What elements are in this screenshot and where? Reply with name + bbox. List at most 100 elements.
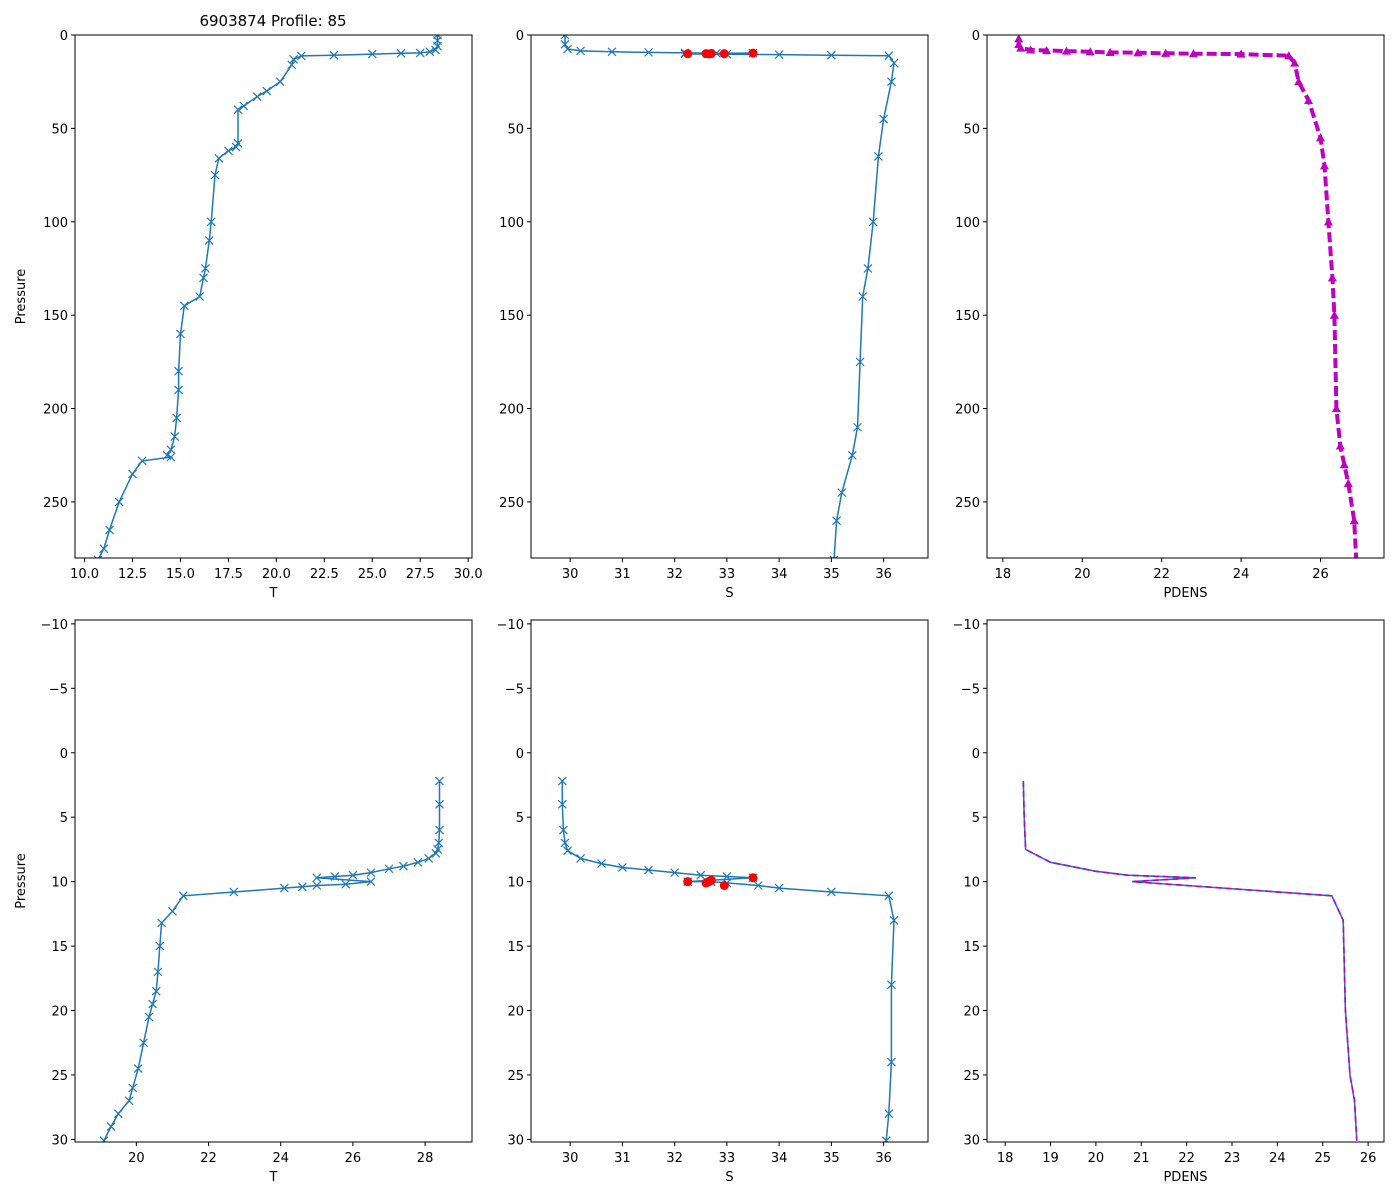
data-point-x-marker — [144, 1012, 154, 1022]
data-point-x-marker — [384, 864, 394, 874]
data-point-x-marker — [431, 848, 441, 858]
y-tick-label: −5 — [49, 682, 68, 697]
data-point-x-marker — [200, 264, 210, 273]
axes-frame — [74, 619, 473, 1143]
data-point-x-marker — [170, 432, 180, 442]
data-point-x-marker — [153, 967, 163, 977]
data-point-x-marker — [563, 846, 572, 856]
y-tick-label: 200 — [499, 403, 524, 418]
data-point-x-marker — [174, 366, 183, 376]
data-point-x-marker — [157, 918, 167, 928]
data-point-x-marker — [563, 44, 572, 54]
x-tick-label: 25.0 — [358, 567, 387, 582]
data-point-x-marker — [889, 58, 899, 68]
flagged-point — [706, 48, 716, 58]
data-point-x-marker — [424, 854, 434, 863]
data-point-x-marker — [576, 46, 586, 56]
y-tick-label: 50 — [507, 122, 524, 137]
data-point-x-marker — [231, 142, 241, 152]
x-tick-label: 18 — [997, 1151, 1014, 1166]
data-point-x-marker — [99, 1136, 109, 1142]
data-point-x-marker — [855, 357, 865, 367]
axes-frame — [986, 34, 1385, 559]
data-point-x-marker — [560, 39, 570, 49]
data-point-x-marker — [214, 153, 224, 163]
y-tick-label: 50 — [51, 122, 68, 137]
y-tick-label: 30 — [507, 1133, 524, 1148]
x-tick-label: 28 — [417, 1151, 434, 1166]
data-point-triangle-marker — [1294, 77, 1304, 86]
data-point-x-marker — [435, 776, 444, 786]
data-point-triangle-marker — [1290, 58, 1300, 67]
x-tick-label: 17.5 — [214, 567, 243, 582]
x-tick-label: 36 — [875, 1151, 892, 1166]
x-tick-label: 22 — [1153, 567, 1170, 582]
data-point-x-marker — [887, 1057, 896, 1067]
data-point-x-marker — [93, 555, 103, 558]
x-axis-label: S — [725, 1170, 733, 1185]
data-point-x-marker — [884, 1109, 894, 1119]
data-point-x-marker — [881, 1136, 891, 1142]
y-tick-label: −10 — [41, 618, 68, 633]
data-point-x-marker — [229, 887, 239, 897]
y-tick-label: 10 — [507, 876, 524, 891]
x-tick-label: 30.0 — [454, 567, 483, 582]
x-tick-label: 24 — [1269, 1151, 1286, 1166]
data-point-triangle-marker — [1105, 47, 1115, 56]
x-tick-label: 34 — [771, 1151, 788, 1166]
data-point-x-marker — [289, 54, 299, 64]
x-tick-label: 20.0 — [262, 567, 291, 582]
data-point-x-marker — [133, 1064, 143, 1073]
data-point-triangle-marker — [1319, 161, 1329, 170]
x-axis-label: PDENS — [1163, 1170, 1207, 1185]
y-tick-label: 150 — [43, 309, 68, 324]
data-point-x-marker — [644, 47, 653, 57]
x-tick-label: 12.5 — [118, 567, 147, 582]
x-tick-label: 30 — [562, 1151, 579, 1166]
data-point-x-marker — [868, 217, 878, 227]
x-tick-label: 18 — [995, 567, 1012, 582]
data-point-x-marker — [558, 825, 568, 835]
axes-frame — [530, 34, 929, 559]
x-tick-label: 35 — [823, 567, 840, 582]
data-point-x-marker — [239, 101, 249, 111]
y-axis-label: Pressure — [14, 853, 29, 909]
y-tick-label: 10 — [51, 876, 68, 891]
data-point-x-marker — [139, 1038, 148, 1048]
y-tick-label: −5 — [505, 682, 524, 697]
data-point-x-marker — [114, 497, 124, 507]
plot-data — [1022, 781, 1358, 1141]
data-point-x-marker — [275, 77, 285, 87]
plot-data — [557, 776, 899, 1142]
panel-density-zoom: 18 19 20 21 22 23 24 25 26 −10 −5 0 5 10 15 20 25 30 PDENS — [953, 618, 1385, 1185]
data-point-triangle-marker — [1061, 46, 1071, 55]
data-point-triangle-marker — [1327, 273, 1337, 282]
series-line — [1022, 781, 1358, 1141]
data-point-x-marker — [124, 1096, 134, 1106]
data-point-x-marker — [837, 488, 847, 498]
data-point-x-marker — [279, 883, 289, 893]
x-tick-label: 22 — [1178, 1151, 1195, 1166]
data-point-triangle-marker — [1354, 555, 1358, 558]
data-point-triangle-marker — [1133, 48, 1143, 57]
y-tick-label: 5 — [972, 811, 980, 826]
y-tick-label: 150 — [955, 309, 980, 324]
data-point-x-marker — [597, 859, 606, 869]
axes-frame — [986, 619, 1385, 1143]
y-tick-label: 0 — [516, 747, 524, 762]
plot-data — [93, 35, 442, 558]
data-point-triangle-marker — [1304, 95, 1314, 104]
data-point-x-marker — [178, 891, 188, 901]
data-point-x-marker — [826, 50, 836, 60]
plot-data — [1014, 35, 1359, 558]
data-point-x-marker — [889, 915, 899, 925]
plot-data — [560, 35, 899, 558]
data-point-x-marker — [210, 170, 220, 180]
data-point-x-marker — [722, 872, 732, 881]
figure-title: 6903874 Profile: 85 — [199, 12, 346, 30]
x-tick-label: 33 — [719, 1151, 736, 1166]
y-tick-label: 30 — [963, 1133, 980, 1148]
x-tick-label: 26 — [345, 1151, 362, 1166]
y-tick-label: 25 — [507, 1069, 524, 1084]
